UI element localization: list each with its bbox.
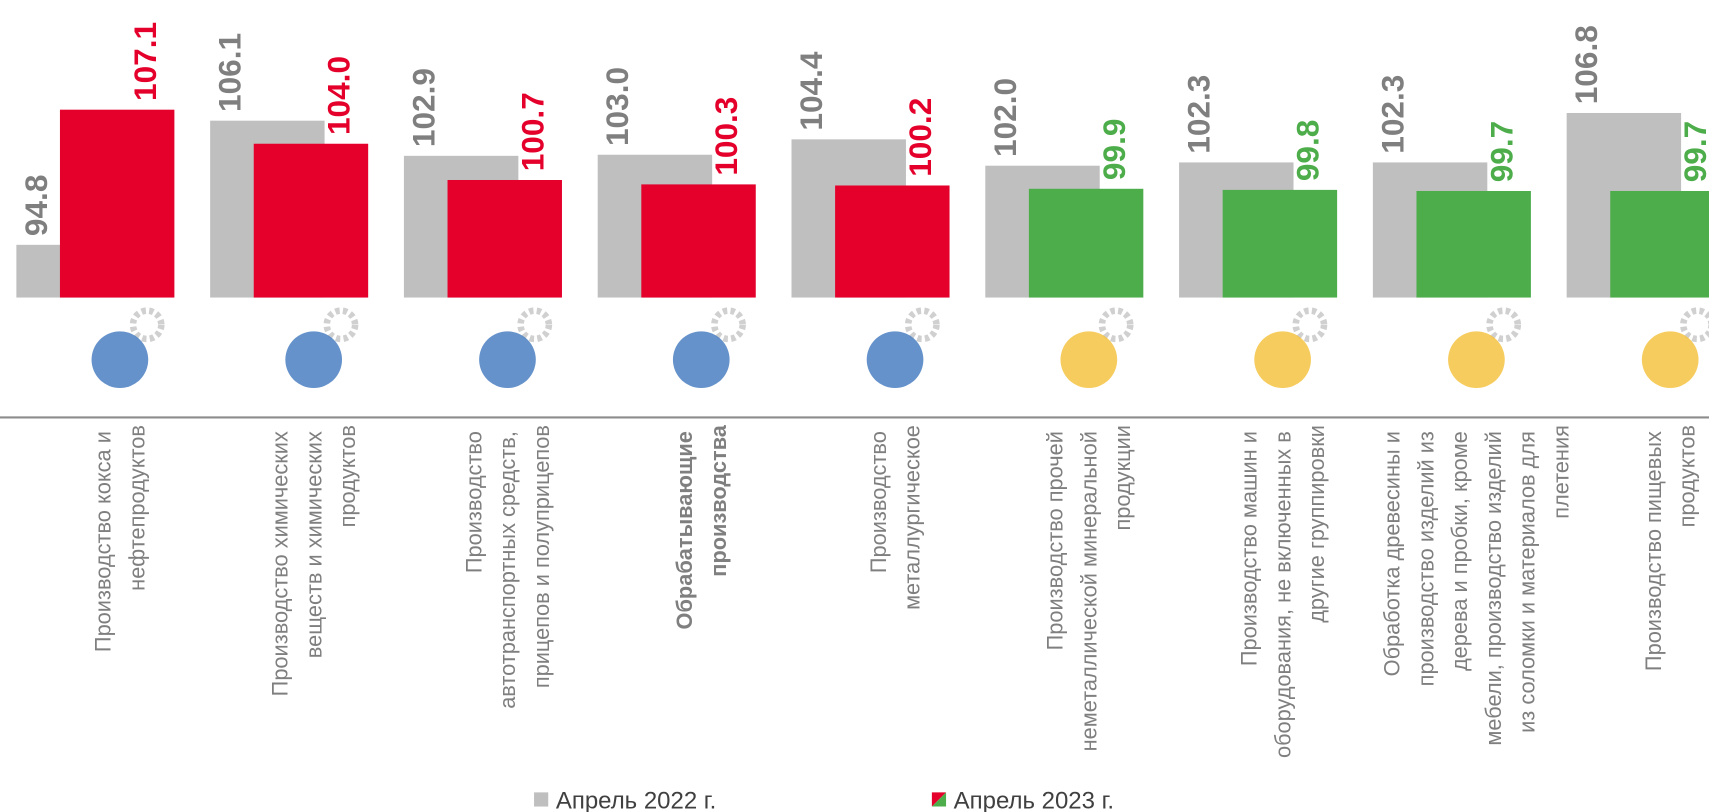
icon (91, 331, 149, 389)
x-tick-label: Производство металлургическое (866, 425, 925, 610)
value-label: 106.8 (1568, 25, 1604, 104)
icon-gear (129, 307, 165, 343)
value-label: 99.7 (1677, 121, 1709, 183)
value-label: 102.3 (1374, 75, 1410, 154)
bar (641, 184, 756, 298)
icon (1448, 331, 1505, 389)
value-label: 103.0 (599, 67, 635, 146)
value-label: 107.1 (127, 22, 163, 101)
legend-label: Апрель 2023 г. (954, 788, 1114, 812)
x-tick-label: Производство кокса и нефтепродуктов (91, 425, 150, 652)
icon-gear (323, 307, 359, 343)
icon-gear (1680, 307, 1709, 343)
value-label: 102.3 (1181, 75, 1217, 154)
bar (447, 179, 562, 298)
x-tick-label: Производство машин и оборудования, не вк… (1236, 425, 1329, 758)
icon (1641, 331, 1699, 389)
bar (835, 185, 950, 298)
value-label: 104.0 (321, 56, 357, 135)
value-label: 100.3 (708, 97, 744, 176)
icon-gear (1486, 307, 1522, 343)
value-label: 94.8 (18, 175, 54, 237)
value-label: 99.7 (1483, 121, 1519, 183)
value-label: 104.4 (793, 51, 829, 130)
icon-gear (1292, 307, 1328, 343)
icon (1060, 331, 1118, 389)
icon (866, 331, 924, 389)
icon (285, 331, 343, 389)
bar (59, 109, 175, 298)
x-tick-label: Обрабатывающие производства (672, 424, 731, 629)
legend-swatch (931, 792, 947, 807)
icon (479, 331, 536, 389)
bar (1416, 190, 1531, 298)
value-label: 100.7 (514, 92, 550, 171)
legend-swatch (534, 792, 549, 807)
icon-gear (711, 307, 746, 343)
bar (253, 143, 369, 298)
x-tick-label: Производство автотранспортных средств, п… (461, 425, 554, 709)
x-tick-label: Производство химических веществ и химиче… (268, 425, 361, 696)
value-label: 102.9 (405, 68, 441, 147)
value-label: 99.8 (1290, 120, 1326, 182)
icon-gear (1098, 307, 1134, 343)
bar (1610, 190, 1709, 298)
x-tick-label: Производство пищевых продуктов (1641, 425, 1700, 671)
x-tick-label: Производство прочей неметаллической мине… (1043, 425, 1136, 751)
icon (1254, 331, 1311, 389)
x-tick-label: Обработка древесины и производство издел… (1380, 425, 1574, 746)
value-label: 106.1 (212, 33, 248, 112)
value-label: 102.0 (987, 78, 1023, 157)
legend-label: Апрель 2022 г. (556, 788, 716, 812)
bar (1028, 188, 1144, 298)
bar (1222, 189, 1338, 298)
icon-gear (517, 307, 553, 343)
value-label: 99.9 (1096, 119, 1132, 181)
icon-gear (904, 307, 940, 343)
value-label: 100.2 (902, 98, 938, 177)
icon (672, 331, 730, 389)
